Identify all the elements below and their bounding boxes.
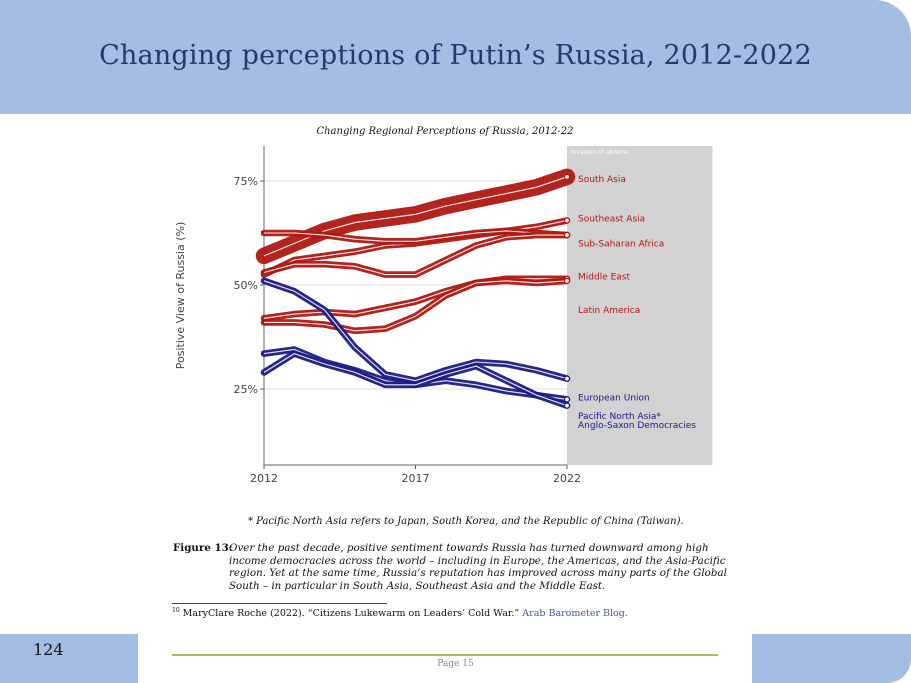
series-endpoint-south-asia [564,173,570,180]
footer-band-right [752,634,911,683]
series-highlight-european-union [263,280,568,382]
footnote-rule [172,603,387,604]
end-label-anglo-saxon-democracies: Anglo-Saxon Democracies [578,421,696,431]
series-highlight-latin-america-lower-band [264,280,568,332]
end-label-pacific-north-asia: Pacific North Asia* [578,412,661,422]
figure-label: Figure 13: [173,542,233,554]
y-tick-label: 25% [234,383,258,396]
y-tick-label: 75% [234,175,258,188]
chart-title: Changing Regional Perceptions of Russia,… [316,126,573,137]
figure-caption-text: Over the past decade, positive sentiment… [229,542,727,592]
series-highlight-anglo-saxon-democracies [263,352,568,407]
figure-caption: Figure 13: Over the past decade, positiv… [173,542,733,592]
citation-number: 10 [172,607,180,614]
invasion-shaded-region [567,146,713,465]
series-endpoint-pacific-north-asia [564,396,570,403]
series-endpoint-latin-america-lower-band [564,277,570,284]
x-tick-label: 2017 [402,472,430,485]
y-tick-label: 50% [234,279,258,292]
end-label-middle-east: Middle East [578,273,630,283]
end-label-european-union: European Union [578,393,650,403]
x-tick-label: 2012 [250,472,278,485]
figure-note: * Pacific North Asia refers to Japan, So… [248,516,684,527]
y-axis-label: Positive View of Russia (%) [174,222,187,370]
series-highlight-middle-east [263,234,567,276]
citation-text: MaryClare Roche (2022). “Citizens Lukewa… [182,608,520,620]
series-endpoint-anglo-saxon-democracies [564,402,570,409]
slide-header: Changing perceptions of Putin’s Russia, … [0,0,911,114]
slide-title: Changing perceptions of Putin’s Russia, … [99,40,812,71]
end-label-latin-america: Latin America [578,306,640,316]
invasion-region-label: Invasion of Ukraine [571,149,629,156]
regional-perceptions-chart: Changing Regional Perceptions of Russia,… [174,126,713,485]
slide-number: 124 [33,640,64,659]
series-endpoint-european-union [564,375,570,382]
end-label-south-asia: South Asia [578,175,626,185]
page-label: Page 15 [437,659,474,669]
page-footer-rule [172,654,718,656]
series-line-european-union [260,277,571,384]
series-highlight-sub-saharan-africa [264,230,568,242]
citation: 10 MaryClare Roche (2022). “Citizens Luk… [172,607,628,619]
end-label-southeast-asia: Southeast Asia [578,214,645,224]
end-label-sub-saharan-africa: Sub-Saharan Africa [578,239,664,249]
series-endpoint-southeast-asia [564,217,570,224]
citation-source: Arab Barometer Blog. [522,608,628,620]
footer-band-left [0,634,138,683]
x-tick-label: 2022 [553,472,581,485]
series-endpoint-middle-east [564,232,570,238]
